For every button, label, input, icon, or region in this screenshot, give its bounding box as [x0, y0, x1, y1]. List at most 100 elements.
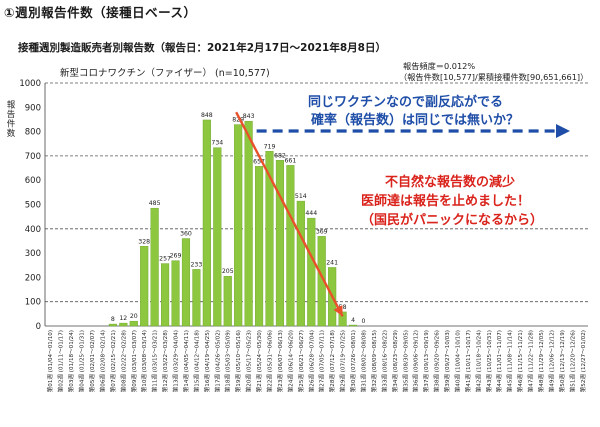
bar: [338, 311, 347, 327]
data-label: 843: [243, 113, 255, 120]
x-tick-label: 第18週 (05/03～05/09): [224, 330, 232, 392]
x-tick-label: 第40週 (10/04～10/10): [453, 330, 461, 392]
x-tick-label: 第39週 (09/27～10/03): [443, 330, 451, 392]
bar: [244, 120, 253, 327]
x-tick-label: 第52週 (12/27～01/02): [579, 330, 587, 392]
dashed-arrow-head: [556, 124, 570, 138]
data-label: 369: [316, 228, 328, 235]
y-tick-label: 600: [25, 176, 41, 186]
x-tick-label: 第35週 (08/30～09/05): [401, 330, 409, 392]
data-label: 4: [351, 317, 355, 324]
x-tick-label: 第34週 (08/23～08/29): [391, 330, 399, 392]
x-tick-label: 第28週 (07/12～07/18): [328, 330, 336, 392]
annotation-red-line2: 医師達は報告を止めました！: [361, 193, 530, 209]
chart-title: 新型コロナワクチン（ファイザー） (n=10,577): [60, 67, 270, 79]
x-tick-label: 第29週 (07/19～07/25): [339, 330, 347, 392]
x-tick-label: 第44週 (11/01～11/07): [495, 330, 503, 392]
y-tick-label: 500: [25, 201, 41, 211]
y-tick-label: 900: [25, 103, 41, 113]
x-tick-label: 第22週 (05/31～06/06): [266, 330, 274, 392]
x-tick-label: 第23週 (06/07～06/13): [276, 330, 284, 392]
data-label: 719: [264, 143, 276, 150]
y-tick-label: 300: [25, 249, 41, 259]
bar: [307, 217, 316, 327]
x-tick-label: 第07週 (02/15～02/21): [109, 330, 117, 392]
data-label: 829: [232, 117, 244, 124]
x-tick-label: 第17週 (04/26～05/02): [213, 330, 221, 392]
x-tick-label: 第25週 (06/21～06/27): [297, 330, 305, 392]
x-tick-label: 第32週 (08/09～08/15): [370, 330, 378, 392]
bar: [108, 323, 117, 327]
x-tick-label: 第45週 (11/08～11/14): [506, 330, 514, 392]
data-label: 328: [138, 238, 150, 245]
y-tick-label: 1000: [19, 79, 41, 89]
x-tick-label: 第12週 (03/22～03/28): [161, 330, 169, 392]
x-tick-label: 第15週 (04/12～04/18): [192, 330, 200, 392]
x-tick-label: 第04週 (01/25～01/31): [78, 330, 86, 392]
chart-subtitle: 接種週別製造販売者別報告数（報告日：2021年2月17日〜2021年8月8日）: [18, 42, 386, 54]
data-label: 514: [295, 193, 307, 200]
data-label: 257: [159, 256, 171, 263]
x-tick-label: 第49週 (12/06～12/12): [547, 330, 555, 392]
decline-arrow-head: [333, 305, 343, 317]
x-tick-label: 第31週 (08/02～08/08): [359, 330, 367, 392]
info-formula: （報告件数[10,577]/累積接種件数[90,651,661]）: [399, 72, 588, 82]
data-label: 12: [119, 315, 127, 322]
bar: [129, 320, 138, 327]
x-tick-label: 第24週 (06/14～06/20): [286, 330, 294, 392]
data-label: 661: [284, 157, 296, 164]
bar: [150, 207, 159, 327]
decline-arrow: [235, 111, 344, 317]
data-label: 205: [222, 268, 234, 275]
data-label: 8: [111, 316, 115, 323]
y-tick-label: 100: [25, 298, 41, 308]
bar: [234, 124, 243, 327]
bar: [181, 238, 191, 327]
annotation-red-line3: （国民がパニックになるから）: [361, 212, 543, 228]
bar: [275, 160, 285, 327]
x-tick-label: 第06週 (02/08～02/14): [98, 330, 106, 392]
x-tick-label: 第21週 (05/24～05/30): [255, 330, 263, 392]
x-tick-label: 第41週 (10/11～10/17): [464, 330, 472, 392]
section-title: ①週別報告件数（接種日ベース）: [4, 5, 197, 20]
x-tick-label: 第43週 (10/25～10/31): [485, 330, 493, 392]
bar: [286, 165, 295, 327]
x-tick-label: 第19週 (05/10～05/16): [234, 330, 242, 392]
bar: [296, 200, 305, 327]
bar: [161, 263, 170, 327]
data-label: 58: [339, 304, 347, 311]
data-label: 241: [326, 259, 338, 266]
x-tick-label: 第42週 (10/18～10/24): [474, 330, 482, 392]
x-tick-label: 第36週 (09/06～09/12): [412, 330, 420, 392]
x-tick-label: 第14週 (04/05～04/11): [182, 330, 190, 392]
bar: [192, 269, 201, 327]
data-label: 360: [180, 231, 192, 238]
info-frequency: 報告頻度＝0.012%: [403, 61, 475, 71]
data-label: 734: [211, 140, 223, 147]
x-tick-label: 第03週 (01/18～01/24): [67, 330, 75, 392]
annotation-blue-line2: 確率（報告数）は同じでは無いか？: [311, 112, 519, 128]
x-tick-label: 第50週 (12/13～12/19): [558, 330, 566, 392]
annotation-red-line1: 不自然な報告数の減少: [385, 174, 515, 190]
data-label: 485: [149, 200, 161, 207]
x-tick-label: 第27週 (07/05～07/11): [318, 330, 326, 392]
data-label: 657: [253, 158, 265, 165]
x-tick-label: 第02週 (01/11～01/17): [57, 330, 65, 392]
bar: [119, 322, 128, 327]
x-tick-label: 第16週 (04/19～04/25): [203, 330, 211, 392]
x-tick-label: 第01週 (01/04～01/10): [46, 330, 54, 392]
x-tick-label: 第38週 (09/20～09/26): [433, 330, 441, 392]
x-tick-label: 第20週 (05/17～05/23): [245, 330, 253, 392]
bar: [171, 260, 180, 327]
bar: [213, 147, 222, 327]
x-tick-label: 第51週 (12/20～12/26): [568, 330, 576, 392]
x-tick-label: 第05週 (02/01～02/07): [88, 330, 96, 392]
data-label: 20: [130, 313, 138, 320]
y-tick-label: 200: [25, 273, 41, 283]
x-tick-label: 第10週 (03/08～03/14): [140, 330, 148, 392]
bar: [255, 166, 264, 327]
y-tick-label: 700: [25, 152, 41, 162]
bar: [202, 119, 211, 327]
data-label: 682: [274, 152, 286, 159]
